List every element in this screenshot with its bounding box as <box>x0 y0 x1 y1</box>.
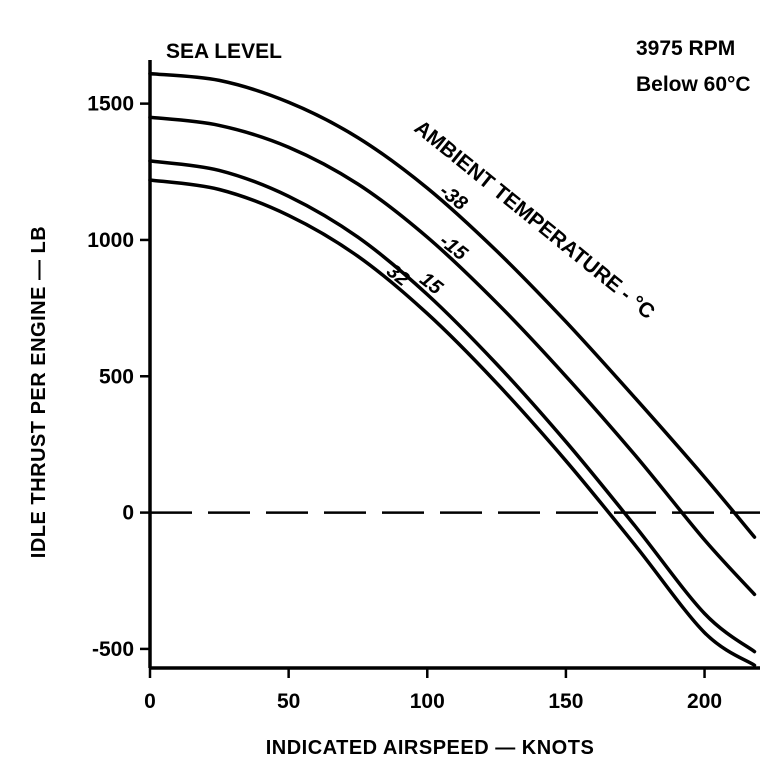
x-axis-title: INDICATED AIRSPEED — KNOTS <box>266 737 595 759</box>
series-label-32: 32 <box>382 260 413 291</box>
series-label-15: 15 <box>415 268 447 300</box>
y-tick-label: 1500 <box>87 93 134 116</box>
temperature-condition-note: Below 60°C <box>636 73 751 96</box>
y-tick-label: 500 <box>99 365 134 388</box>
altitude-note: SEA LEVEL <box>166 40 282 63</box>
y-tick-label: -500 <box>92 638 134 661</box>
y-tick-label: 0 <box>122 502 134 525</box>
x-tick-label: 150 <box>548 690 583 713</box>
ambient-temperature-label: AMBIENT TEMPERATURE - °C <box>410 116 659 324</box>
ticks-group: -500 0 500 1000 1500 0 50 100 150 200 <box>87 93 722 713</box>
rpm-note: 3975 RPM <box>636 37 735 60</box>
series-label--15: -15 <box>435 230 472 266</box>
curves-group <box>148 71 757 668</box>
series-label--38: -38 <box>435 180 472 216</box>
series-line-32 <box>148 178 757 668</box>
series-line--38 <box>148 71 757 539</box>
x-tick-label: 0 <box>144 690 156 713</box>
x-tick-label: 200 <box>687 690 722 713</box>
series-line--15 <box>148 115 757 597</box>
series-line-15 <box>148 159 757 654</box>
x-tick-label: 100 <box>410 690 445 713</box>
y-axis-title: IDLE THRUST PER ENGINE — LB <box>28 226 50 558</box>
x-tick-label: 50 <box>277 690 300 713</box>
y-tick-label: 1000 <box>87 229 134 252</box>
